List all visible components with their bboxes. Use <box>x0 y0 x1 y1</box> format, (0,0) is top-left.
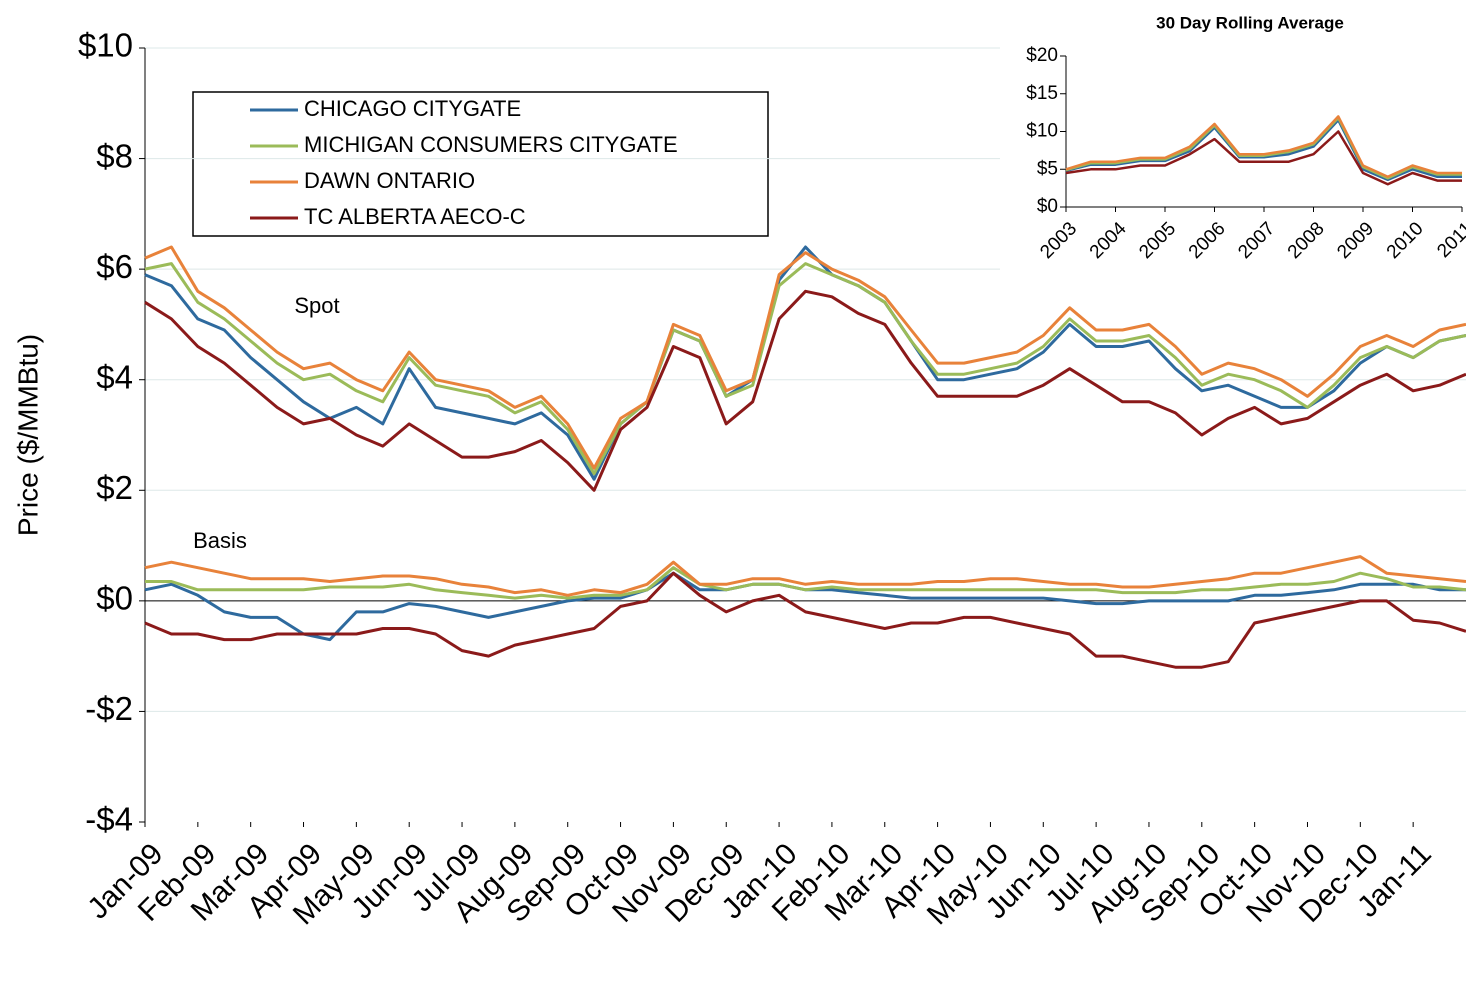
y-tick-label: $8 <box>96 137 133 174</box>
legend-box <box>192 91 769 237</box>
y-tick-label: $2 <box>96 469 133 506</box>
annotation: Basis <box>193 528 247 553</box>
series-line <box>1065 118 1462 182</box>
series-line <box>144 245 1466 470</box>
y-tick-label: $0 <box>96 580 133 617</box>
annotation: Spot <box>294 293 339 318</box>
y-tick-label: $5 <box>1037 158 1058 179</box>
legend-label: DAWN ONTARIO <box>304 168 475 193</box>
legend-label: CHICAGO CITYGATE <box>304 96 521 121</box>
series-line <box>1065 115 1462 179</box>
series-line <box>144 245 1466 481</box>
legend-label: MICHIGAN CONSUMERS CITYGATE <box>304 132 678 157</box>
y-axis-label: Price ($/MMBtu) <box>12 334 43 536</box>
y-tick-label: $10 <box>78 27 133 64</box>
series-line <box>145 566 1466 600</box>
inset-title: 30 Day Rolling Average <box>1156 13 1344 32</box>
y-tick-label: $15 <box>1026 83 1058 104</box>
series-line <box>144 571 1466 669</box>
y-tick-label: $0 <box>1037 196 1058 217</box>
y-tick-label: $6 <box>96 248 133 285</box>
y-tick-label: $20 <box>1026 45 1058 66</box>
y-tick-label: -$2 <box>85 690 133 727</box>
series-line <box>1065 116 1462 180</box>
y-tick-label: -$4 <box>85 801 133 838</box>
series-line <box>144 262 1466 476</box>
y-tick-label: $10 <box>1026 121 1058 142</box>
y-tick-label: $4 <box>96 358 133 395</box>
legend-label: TC ALBERTA AECO-C <box>304 204 526 229</box>
series-line <box>1065 130 1462 186</box>
series-line <box>144 289 1466 492</box>
series-line <box>144 555 1466 597</box>
